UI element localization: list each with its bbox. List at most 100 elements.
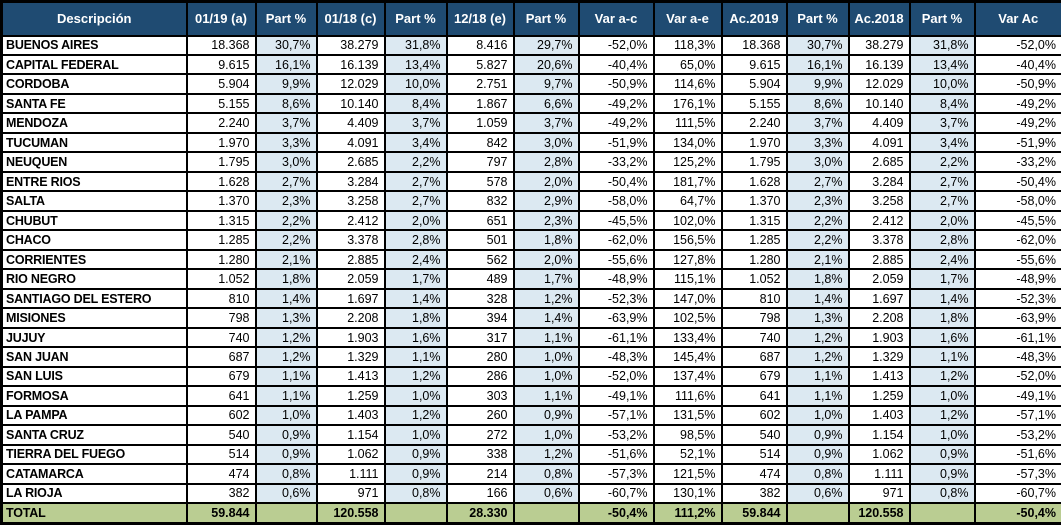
value-cell: 20,6% [512,53,580,76]
value-cell: 8.416 [445,34,515,57]
value-cell: 16.139 [315,53,386,76]
value-cell: 641 [185,385,257,407]
value-cell: 30,7% [785,34,850,57]
value-cell: 2,8% [512,151,580,173]
value-cell: 1,0% [512,365,580,388]
value-cell: 5.827 [445,53,515,76]
value-cell: 131,5% [652,404,723,427]
value-cell: 2,0% [908,209,976,232]
value-cell: 1.315 [185,209,257,232]
table-row: SANTA FE 5.155 8,6% 10.140 8,4% 1.867 6,6% -49,… [0,92,1061,115]
province-name-cell: TUCUMAN [0,131,188,154]
column-header: 01/19 (a) [185,0,257,37]
value-cell: -50,4% [973,170,1061,193]
value-cell: 1,2% [785,346,850,368]
value-cell: 2,8% [383,229,448,251]
value-cell: 842 [445,131,515,154]
province-name-cell: SAN LUIS [0,365,188,388]
value-cell: 1.111 [315,463,386,485]
value-cell: -51,6% [973,443,1061,466]
value-cell: 1,1% [254,385,318,407]
value-cell: 687 [185,346,257,368]
value-cell: 3.378 [315,229,386,251]
province-name-cell: CORRIENTES [0,248,188,271]
value-cell: 971 [847,482,911,505]
value-cell: -50,4% [577,502,655,525]
value-cell: 3.378 [847,229,911,251]
value-cell: 0,9% [383,443,448,466]
value-cell [383,502,448,525]
value-cell: 1.329 [847,346,911,368]
table-row: TUCUMAN 1.970 3,3% 4.091 3,4% 842 3,0% -51,9% 13… [0,131,1061,154]
value-cell: 1,0% [512,424,580,446]
province-name-cell: NEUQUEN [0,151,188,173]
value-cell: 1,2% [383,365,448,388]
table-row: CAPITAL FEDERAL 9.615 16,1% 16.139 13,4% 5.82… [0,53,1061,76]
value-cell: 0,9% [254,424,318,446]
value-cell: 1,6% [383,326,448,349]
value-cell: -53,2% [577,424,655,446]
value-cell: 0,9% [908,463,976,485]
value-cell: 102,0% [652,209,723,232]
value-cell: 514 [720,443,788,466]
value-cell: 156,5% [652,229,723,251]
value-cell: 0,6% [512,482,580,505]
value-cell: 111,6% [652,385,723,407]
value-cell: 2,7% [254,170,318,193]
value-cell: 10,0% [908,73,976,95]
value-cell: 1,2% [512,287,580,310]
value-cell: 394 [445,307,515,329]
province-name-cell: MENDOZA [0,112,188,134]
table-row: SANTA CRUZ 540 0,9% 1.154 1,0% 272 1,0% -53,2% 9… [0,424,1061,446]
value-cell: 2,1% [254,248,318,271]
value-cell: 1.413 [315,365,386,388]
value-cell: -61,1% [973,326,1061,349]
value-cell: 2.685 [847,151,911,173]
province-name-cell: BUENOS AIRES [0,34,188,57]
table-row: JUJUY 740 1,2% 1.903 1,6% 317 1,1% -61,1% 133,4%… [0,326,1061,349]
value-cell: 1.259 [315,385,386,407]
value-cell: 1.628 [720,170,788,193]
value-cell: 3,3% [254,131,318,154]
value-cell: 1,1% [512,326,580,349]
value-cell: 0,8% [383,482,448,505]
column-header: Ac.2018 [847,0,911,37]
value-cell: 1,2% [383,404,448,427]
value-cell: -53,2% [973,424,1061,446]
value-cell: -49,2% [973,112,1061,134]
value-cell: 2.885 [847,248,911,271]
value-cell: 3.258 [315,190,386,212]
province-name-cell: CATAMARCA [0,463,188,485]
province-name-cell: JUJUY [0,326,188,349]
value-cell: 2.240 [720,112,788,134]
value-cell: 214 [445,463,515,485]
value-cell: 3,3% [785,131,850,154]
province-name-cell: SANTA CRUZ [0,424,188,446]
value-cell: 1,2% [512,443,580,466]
value-cell: 38.279 [315,34,386,57]
value-cell: -51,9% [973,131,1061,154]
value-cell: 166 [445,482,515,505]
value-cell: 114,6% [652,73,723,95]
value-cell: 2,4% [383,248,448,271]
value-cell: 181,7% [652,170,723,193]
value-cell: 1,0% [512,346,580,368]
value-cell: 1,1% [785,385,850,407]
value-cell: 2,7% [383,170,448,193]
value-cell: 120.558 [847,502,911,525]
value-cell: 4.409 [315,112,386,134]
value-cell [512,502,580,525]
value-cell: 1,7% [383,268,448,290]
table-row: CATAMARCA 474 0,8% 1.111 0,9% 214 0,8% -57,3% 12… [0,463,1061,485]
value-cell: 3,4% [383,131,448,154]
province-name-cell: LA RIOJA [0,482,188,505]
value-cell: 5.155 [185,92,257,115]
value-cell: 2.208 [847,307,911,329]
value-cell: 18.368 [185,34,257,57]
column-header: 01/18 (c) [315,0,386,37]
value-cell: -57,1% [973,404,1061,427]
value-cell: 2,2% [254,209,318,232]
value-cell: 2.751 [445,73,515,95]
value-cell: 0,8% [254,463,318,485]
